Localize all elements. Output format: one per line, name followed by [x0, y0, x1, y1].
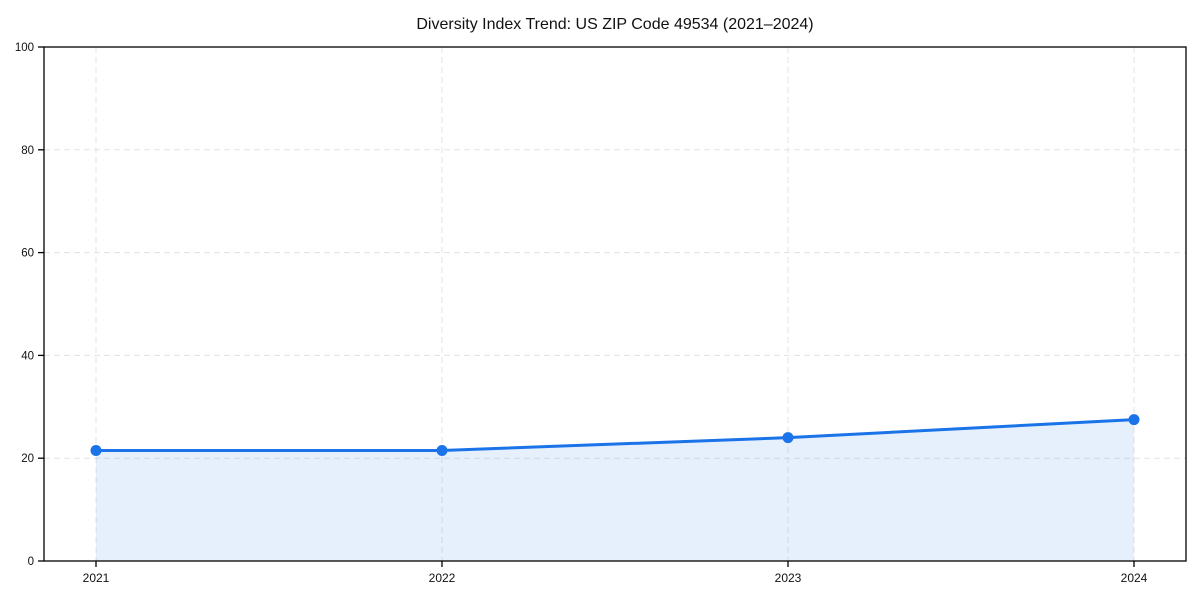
plot-border — [43, 46, 1187, 562]
area-fill — [96, 419, 1134, 561]
data-line — [94, 418, 1136, 452]
series-line — [94, 418, 1136, 452]
y-tick-label: 100 — [15, 42, 34, 54]
y-tick-label: 40 — [21, 350, 34, 362]
data-point-markers — [90, 414, 1140, 456]
data-point-marker — [436, 444, 448, 456]
x-tick-label: 2022 — [429, 571, 456, 585]
data-point-marker — [90, 444, 102, 456]
data-point-marker — [1128, 414, 1140, 426]
data-point-marker — [782, 432, 794, 444]
x-tick-label: 2023 — [775, 571, 802, 585]
y-tick-label: 20 — [21, 453, 34, 465]
tick-labels: 0 20 40 60 80 100 2021 2022 2023 2024 — [15, 42, 1148, 585]
x-tick-label: 2024 — [1121, 571, 1148, 585]
chart-title: Diversity Index Trend: US ZIP Code 49534… — [416, 16, 813, 33]
y-tick-label: 0 — [28, 556, 34, 568]
series-area-fill — [96, 419, 1134, 561]
tick-marks — [38, 46, 1135, 567]
axes-spines — [43, 46, 1187, 562]
gridlines — [44, 47, 1186, 561]
y-tick-label: 60 — [21, 248, 34, 260]
x-tick-label: 2021 — [83, 571, 110, 585]
y-tick-label: 80 — [21, 145, 34, 157]
